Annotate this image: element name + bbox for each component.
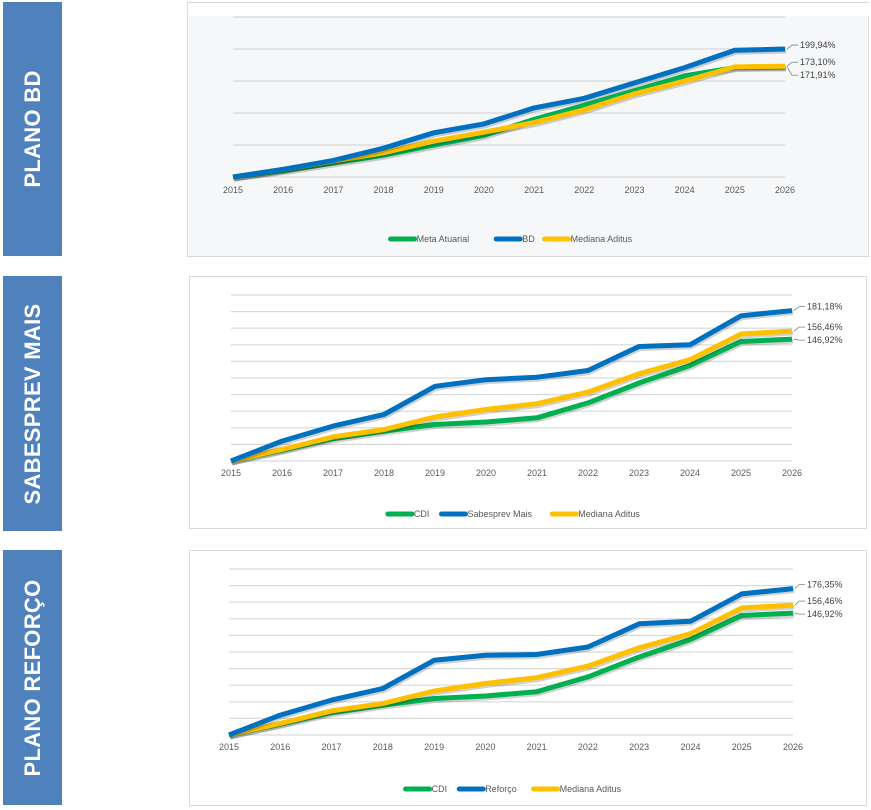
end-value-label: 171,91% xyxy=(800,70,836,80)
x-tick-label: 2024 xyxy=(680,742,700,752)
x-tick-label: 2022 xyxy=(574,185,594,195)
label-leader-line xyxy=(793,338,805,341)
label-leader-line xyxy=(793,326,805,332)
x-tick-label: 2018 xyxy=(374,468,394,478)
chart-sabesprev-mais: 2015 2016 2017 2018 2019 2020 2021 2022 2023 2024… xyxy=(221,294,843,519)
x-tick-label: 2020 xyxy=(476,468,496,478)
label-leader-line xyxy=(786,66,798,76)
x-tick-label: 2017 xyxy=(323,468,343,478)
label-leader-line xyxy=(794,612,805,615)
end-value-label: 173,10% xyxy=(800,57,836,67)
legend-label: CDI xyxy=(432,784,448,794)
end-value-label: 176,35% xyxy=(807,580,843,590)
chart-panel-sabesprev-mais: 2015 2016 2017 2018 2019 2020 2021 2022 2023 2024… xyxy=(189,276,867,529)
x-tick-label: 2015 xyxy=(223,185,243,195)
x-tick-label: 2025 xyxy=(725,185,745,195)
section-title: PLANO BD xyxy=(19,70,45,188)
end-value-label: 156,46% xyxy=(807,596,843,606)
series-line-mediana-aditus xyxy=(228,602,794,738)
x-tick-label: 2022 xyxy=(578,468,598,478)
section-label-plano-reforco: PLANO REFORÇO xyxy=(3,550,62,805)
x-tick-label: 2018 xyxy=(373,742,393,752)
chart-panel-plano-bd: 2015 2016 2017 2018 2019 2020 2021 2022 2023 2024… xyxy=(187,2,870,257)
series-line-meta-atuarial xyxy=(232,64,786,180)
x-tick-label: 2023 xyxy=(629,742,649,752)
section-label-plano-bd: PLANO BD xyxy=(3,2,62,256)
x-tick-label: 2019 xyxy=(424,185,444,195)
section-title: SABESPREV MAIS xyxy=(19,302,45,505)
series-line-refor-o xyxy=(228,586,794,738)
x-tick-label: 2021 xyxy=(527,742,547,752)
legend-label: Meta Atuarial xyxy=(417,234,470,244)
legend-label: BD xyxy=(522,234,535,244)
x-tick-label: 2024 xyxy=(680,468,700,478)
chart-plano-reforco: 2015 2016 2017 2018 2019 2020 2021 2022 2023 2024… xyxy=(219,568,843,794)
series-line-mediana-aditus xyxy=(232,63,786,180)
x-tick-label: 2023 xyxy=(629,468,649,478)
x-tick-label: 2021 xyxy=(524,185,544,195)
chart-top-band xyxy=(188,3,870,16)
x-tick-label: 2017 xyxy=(322,742,342,752)
label-leader-line xyxy=(786,44,798,50)
label-leader-line xyxy=(794,600,805,606)
series-line-mediana-aditus xyxy=(230,328,793,464)
end-value-label: 146,92% xyxy=(807,609,843,619)
end-value-label: 146,92% xyxy=(807,335,843,345)
end-value-label: 199,94% xyxy=(800,40,836,50)
x-tick-label: 2016 xyxy=(272,468,292,478)
legend-label: Mediana Aditus xyxy=(560,784,622,794)
x-tick-label: 2020 xyxy=(475,742,495,752)
x-tick-label: 2026 xyxy=(782,468,802,478)
x-tick-label: 2026 xyxy=(783,742,803,752)
x-tick-label: 2024 xyxy=(675,185,695,195)
x-tick-label: 2026 xyxy=(775,185,795,195)
chart-plano-bd: 2015 2016 2017 2018 2019 2020 2021 2022 2023 2024… xyxy=(188,3,870,244)
legend-label: Mediana Aditus xyxy=(578,509,640,519)
label-leader-line xyxy=(794,584,805,589)
end-value-label: 181,18% xyxy=(807,302,843,312)
x-tick-label: 2019 xyxy=(425,468,445,478)
x-tick-label: 2020 xyxy=(474,185,494,195)
end-value-label: 156,46% xyxy=(807,322,843,332)
x-tick-label: 2023 xyxy=(624,185,644,195)
x-tick-label: 2018 xyxy=(374,185,394,195)
section-label-sabesprev-mais: SABESPREV MAIS xyxy=(3,276,62,531)
x-tick-label: 2015 xyxy=(219,742,239,752)
label-leader-line xyxy=(793,306,805,311)
legend-label: CDI xyxy=(414,509,430,519)
legend-label: Mediana Aditus xyxy=(571,234,633,244)
series-line-bd xyxy=(232,46,786,180)
x-tick-label: 2019 xyxy=(424,742,444,752)
legend-label: Reforço xyxy=(485,784,517,794)
legend-label: Sabesprev Mais xyxy=(468,509,533,519)
x-tick-label: 2021 xyxy=(527,468,547,478)
section-title: PLANO REFORÇO xyxy=(19,578,45,777)
x-tick-label: 2017 xyxy=(323,185,343,195)
x-tick-label: 2015 xyxy=(221,468,241,478)
series-line-sabesprev-mais xyxy=(230,308,793,464)
x-tick-label: 2025 xyxy=(732,742,752,752)
x-tick-label: 2025 xyxy=(731,468,751,478)
label-leader-line xyxy=(786,61,798,67)
x-tick-label: 2016 xyxy=(270,742,290,752)
chart-panel-plano-reforco: 2015 2016 2017 2018 2019 2020 2021 2022 2023 2024… xyxy=(189,550,867,806)
x-tick-label: 2016 xyxy=(273,185,293,195)
x-tick-label: 2022 xyxy=(578,742,598,752)
